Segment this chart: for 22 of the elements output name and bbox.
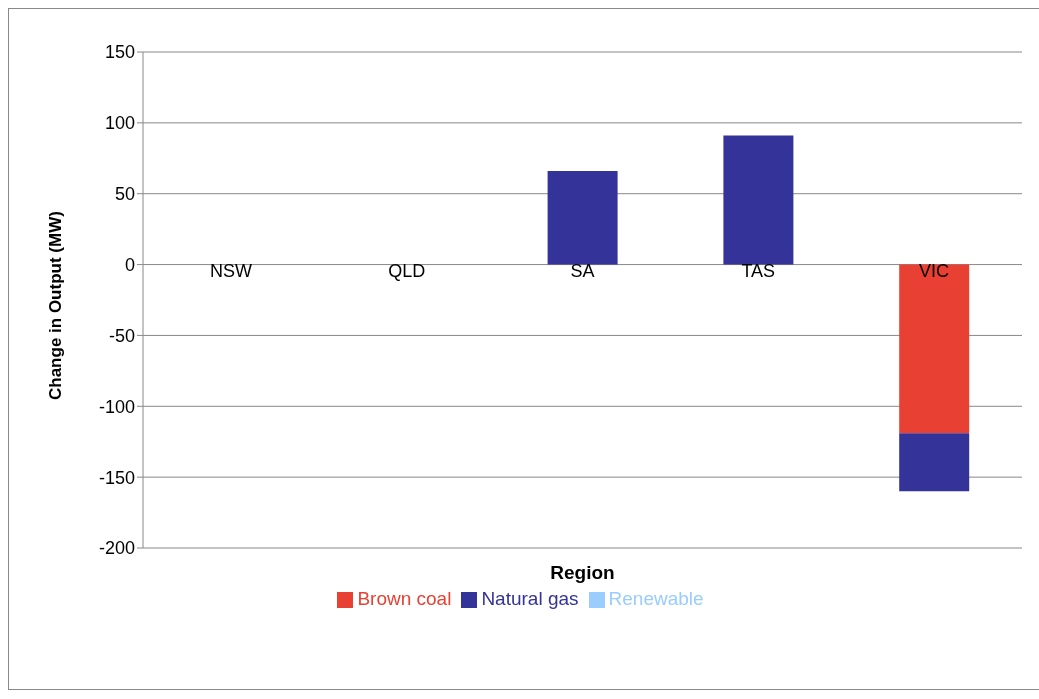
y-tick-label: -150 (98, 467, 135, 488)
y-tick-label: 50 (114, 184, 135, 205)
bar (547, 171, 618, 265)
legend-label: Renewable (608, 588, 704, 609)
x-tick-label: TAS (741, 260, 776, 281)
y-tick-label: 0 (124, 254, 135, 275)
x-tick-label: SA (570, 260, 595, 281)
y-tick-label: -200 (98, 538, 135, 559)
legend-label: Natural gas (481, 588, 579, 609)
bar (723, 135, 794, 265)
legend-label: Brown coal (357, 588, 452, 609)
x-tick-label: VIC (919, 260, 950, 281)
x-tick-label: QLD (388, 260, 426, 281)
y-tick-label: -100 (98, 396, 135, 417)
y-tick-label: 100 (104, 113, 135, 134)
y-tick-label: 150 (104, 42, 135, 63)
y-axis-title: Change in Output (MW) (46, 211, 66, 400)
y-tick-label: -50 (108, 325, 135, 346)
x-axis-title: Region (550, 562, 615, 584)
bar (899, 433, 970, 492)
bar (899, 264, 970, 434)
x-tick-label: NSW (209, 260, 252, 281)
